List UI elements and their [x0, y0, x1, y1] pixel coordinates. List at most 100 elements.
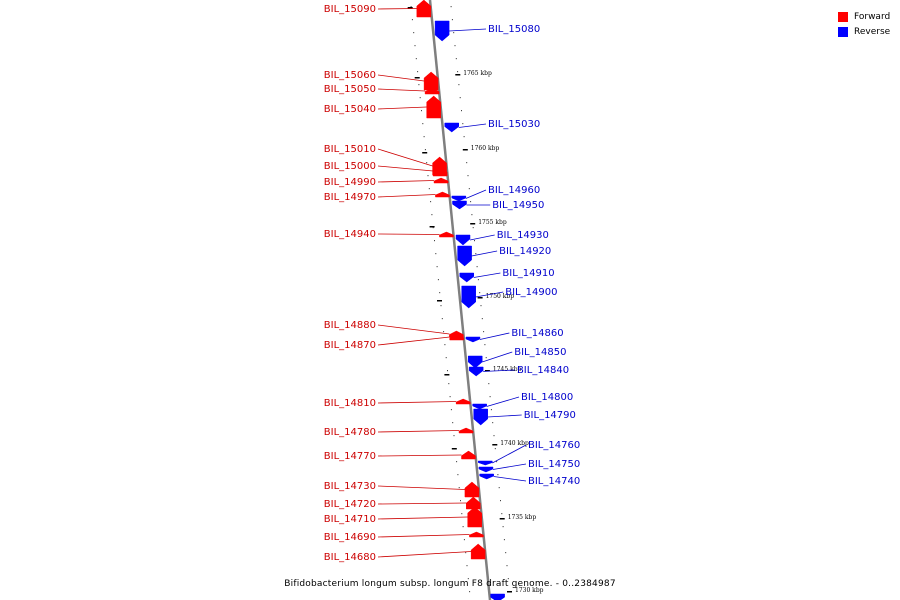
track-dot	[466, 162, 468, 164]
track-dot	[497, 474, 499, 476]
track-dash	[429, 226, 435, 228]
track-dot	[489, 396, 491, 398]
track-dot	[463, 136, 465, 138]
forward-gene-label-bil-15050: BIL_15050	[324, 84, 376, 95]
reverse-gene-label-bil-15030: BIL_15030	[488, 119, 540, 130]
track-dot	[507, 578, 509, 580]
track-dash	[444, 374, 450, 376]
track-dot	[506, 565, 508, 567]
forward-gene-leader	[377, 430, 460, 433]
track-dot	[472, 227, 474, 229]
reverse-gene-bil-14740	[479, 473, 494, 480]
track-dash	[451, 448, 457, 450]
track-dot	[436, 266, 438, 268]
forward-gene-label-bil-14780: BIL_14780	[324, 427, 376, 438]
track-dot	[493, 435, 495, 437]
track-dot	[503, 539, 505, 541]
reverse-gene-leader	[469, 234, 495, 241]
forward-gene-bil-14710	[467, 506, 482, 528]
track-dot	[419, 97, 421, 99]
track-dot	[462, 123, 464, 125]
track-dot	[466, 565, 468, 567]
reverse-gene-bil-14760	[478, 460, 493, 466]
track-dot	[475, 253, 477, 255]
track-dot	[494, 448, 496, 450]
legend-reverse-swatch	[838, 26, 848, 37]
kbp-tick	[507, 591, 512, 593]
kbp-label: 1740 kbp	[500, 440, 529, 447]
track-dot	[460, 500, 461, 502]
track-dot	[467, 175, 469, 177]
reverse-gene-leader	[486, 396, 520, 407]
reverse-gene-label-bil-14960: BIL_14960	[488, 185, 540, 196]
forward-gene-leader	[377, 551, 472, 558]
reverse-gene-leader	[487, 414, 522, 418]
track-dot	[474, 240, 475, 242]
legend-reverse-label: Reverse	[854, 26, 891, 37]
track-dot	[414, 45, 416, 47]
track-dash	[407, 7, 413, 9]
forward-gene-label-bil-14770: BIL_14770	[324, 451, 376, 462]
track-dot	[502, 526, 504, 528]
track-dot	[451, 19, 453, 21]
track-dot	[413, 32, 415, 34]
track-dot	[418, 84, 420, 86]
kbp-label: 1750 kbp	[486, 293, 515, 300]
track-dot	[447, 370, 448, 372]
forward-gene-leader	[377, 194, 436, 198]
track-dot	[441, 318, 443, 320]
track-dot	[476, 266, 478, 268]
forward-gene-leader	[377, 106, 427, 110]
track-dot	[498, 487, 500, 489]
forward-gene-bil-14770	[461, 450, 476, 460]
track-dot	[445, 357, 447, 359]
reverse-gene-label-bil-14790: BIL_14790	[524, 410, 576, 421]
reverse-gene-label-bil-14850: BIL_14850	[514, 347, 566, 358]
legend-forward-swatch	[838, 11, 848, 22]
track-dot	[432, 227, 434, 229]
track-dot	[485, 357, 487, 359]
forward-gene-label-bil-15090: BIL_15090	[324, 4, 376, 15]
forward-gene-label-bil-14720: BIL_14720	[324, 499, 376, 510]
reverse-gene-leader	[465, 189, 487, 199]
reverse-gene-label-bil-14950: BIL_14950	[492, 200, 544, 211]
reverse-gene-leader	[479, 332, 510, 340]
forward-gene-bil-14780	[458, 427, 474, 434]
track-dot	[463, 539, 465, 541]
forward-gene-bil-14680	[470, 543, 486, 560]
forward-gene-bil-14990	[433, 177, 449, 184]
reverse-gene-bil-14790	[473, 408, 488, 426]
track-dot	[439, 292, 441, 294]
reverse-gene-bil-14800	[472, 403, 487, 410]
track-dot	[411, 19, 413, 21]
reverse-gene-label-bil-14760: BIL_14760	[528, 440, 580, 451]
track-dot	[424, 149, 426, 151]
forward-gene-bil-14810	[455, 398, 471, 405]
forward-gene-bil-15000	[432, 165, 448, 177]
track-dot	[453, 32, 455, 34]
track-dash	[414, 77, 420, 79]
kbp-tick	[484, 370, 490, 372]
forward-gene-leader	[377, 165, 434, 172]
reverse-gene-label-bil-14930: BIL_14930	[497, 230, 549, 241]
track-dot	[470, 201, 472, 203]
track-dot	[427, 175, 429, 177]
forward-gene-leader	[377, 485, 465, 490]
track-dot	[450, 6, 452, 8]
reverse-gene-leader	[492, 444, 527, 464]
forward-gene-label-bil-14680: BIL_14680	[324, 552, 376, 563]
track-dot	[449, 396, 451, 398]
track-dot	[490, 409, 492, 411]
forward-gene-label-bil-14690: BIL_14690	[324, 532, 376, 543]
reverse-gene-bil-14960	[451, 195, 467, 202]
track-dot	[434, 240, 435, 242]
track-dash	[422, 152, 428, 154]
track-dot	[459, 97, 461, 99]
forward-gene-leader	[377, 233, 440, 235]
forward-gene-leader	[377, 8, 417, 10]
track-dot	[469, 591, 471, 593]
track-dot	[500, 500, 501, 502]
track-dot	[481, 318, 483, 320]
forward-gene-bil-14720	[466, 496, 481, 510]
